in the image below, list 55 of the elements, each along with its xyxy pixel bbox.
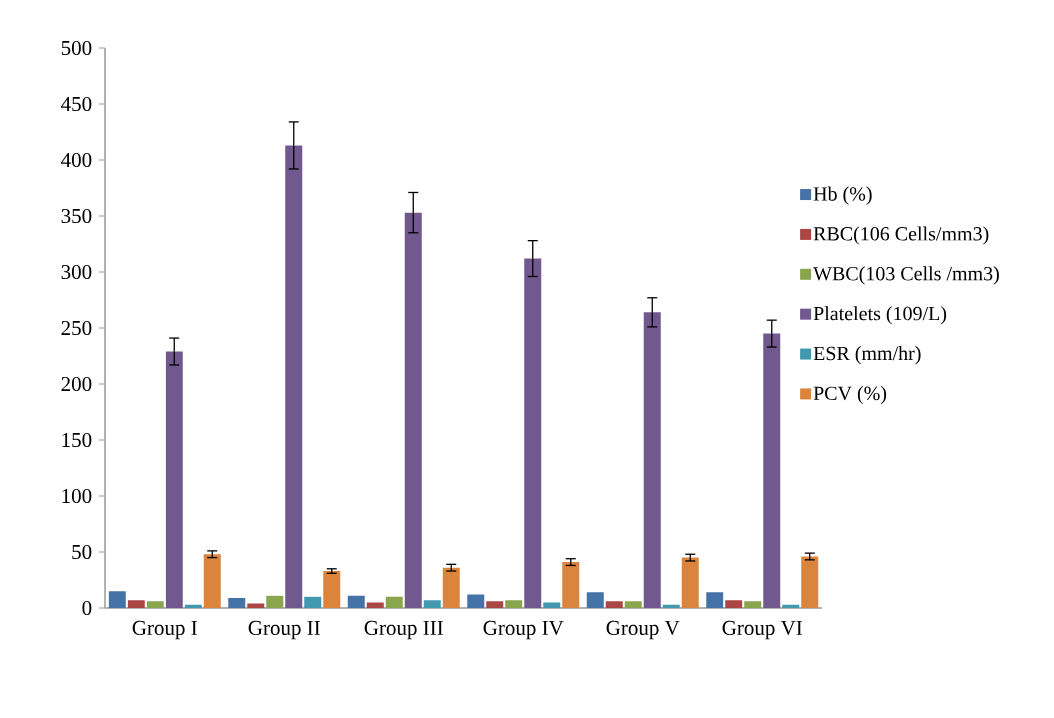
y-tick-label: 500 [61, 40, 92, 56]
bar [285, 145, 303, 608]
bar [385, 596, 403, 608]
y-tick-label: 350 [61, 208, 92, 224]
x-tick-label: Group II [248, 620, 320, 640]
bar [467, 594, 485, 608]
legend-label: PCV (%) [813, 385, 887, 405]
bar [146, 601, 164, 608]
bar [706, 592, 724, 608]
y-tick-label: 150 [62, 432, 92, 448]
bar [763, 333, 781, 608]
bar [744, 601, 762, 608]
bar [586, 592, 604, 608]
bar [266, 595, 284, 608]
bar [486, 601, 504, 608]
y-tick-label: 100 [62, 488, 92, 504]
x-tick-label: Group I [132, 620, 197, 640]
legend-label: WBC(103 Cells /mm3) [813, 266, 999, 285]
x-tick-label: Group IV [483, 620, 564, 640]
y-tick-label: 200 [61, 376, 92, 392]
bar [643, 312, 661, 608]
bar [203, 554, 221, 608]
bar [442, 567, 460, 608]
bar [505, 600, 523, 608]
bar [725, 600, 743, 608]
bar [681, 557, 699, 608]
y-tick-label: 250 [61, 320, 92, 336]
bar [323, 571, 341, 608]
legend-label: ESR (mm/hr) [813, 346, 921, 365]
bar [543, 602, 561, 608]
bar [524, 258, 542, 608]
legend-label: Platelets (109/L) [813, 306, 947, 325]
bar [605, 601, 623, 608]
legend-label: Hb (%) [813, 186, 872, 205]
x-tick-label: Group III [364, 620, 443, 640]
y-tick-label: 0 [82, 600, 92, 616]
legend-label: RBC(106 Cells/mm3) [813, 226, 989, 245]
bar [404, 212, 422, 608]
bar [304, 596, 322, 608]
bar [165, 351, 183, 608]
y-tick-label: 400 [61, 152, 92, 168]
x-tick-label: Group V [606, 620, 680, 640]
bar [624, 601, 642, 608]
bar [562, 562, 580, 608]
y-tick-label: 300 [61, 264, 92, 280]
bar [801, 556, 819, 608]
bar [108, 591, 126, 608]
bar [423, 600, 441, 608]
y-tick-label: 50 [72, 544, 92, 560]
bar [347, 595, 365, 608]
bar [228, 597, 246, 608]
bar [366, 602, 384, 608]
bar [127, 600, 145, 608]
y-tick-label: 450 [61, 96, 92, 112]
x-tick-label: Group VI [722, 620, 803, 640]
